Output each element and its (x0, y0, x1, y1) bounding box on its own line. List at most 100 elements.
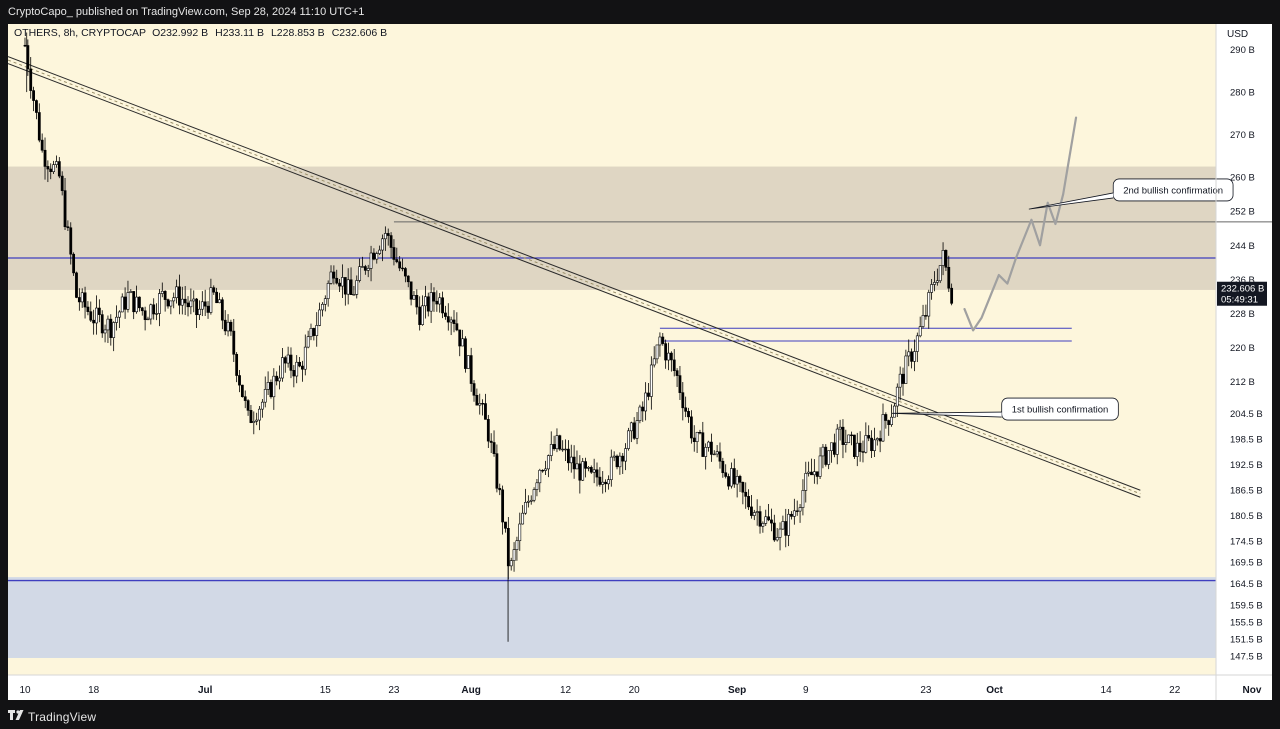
candle-body (718, 451, 722, 462)
candle-body (795, 510, 799, 512)
candle-41 (140, 306, 144, 316)
candle-body (624, 448, 628, 462)
candle-body (435, 300, 439, 305)
candle-99 (306, 330, 310, 349)
candle-body (498, 487, 502, 491)
candle-body (770, 519, 773, 524)
candle-205 (609, 449, 613, 487)
candle-276 (812, 459, 816, 484)
candle-body (847, 434, 851, 443)
candle-280 (824, 444, 828, 467)
candle-body (192, 298, 196, 302)
time-axis[interactable]: 1018Jul1523Aug1220Sep923Oct1422Nov11 (19, 685, 1272, 696)
candle-body (941, 250, 945, 266)
candle-body (383, 233, 387, 240)
candle-body (355, 280, 359, 295)
candle-body (55, 161, 58, 165)
trendline-mid (7, 59, 1141, 495)
candle-190 (566, 440, 570, 471)
candle-155 (466, 355, 470, 369)
candle-282 (830, 442, 833, 463)
candle-body (115, 316, 118, 323)
candle-128 (389, 232, 393, 259)
candle-body (398, 261, 402, 269)
footer-brand[interactable]: TradingView (28, 710, 97, 724)
candle-body (66, 226, 70, 229)
candle-body (455, 323, 459, 331)
chart-svg[interactable]: 1st bullish confirmation 2nd bullish conf… (7, 24, 1278, 700)
candle-179 (535, 479, 539, 497)
candle-body (149, 304, 153, 320)
candle-267 (787, 509, 791, 547)
candle-157 (472, 380, 476, 402)
price-axis[interactable]: 290 B 280 B 270 B 260 B 252 B 244 B 236 B 228 B… (1230, 45, 1263, 662)
candle-225 (667, 342, 670, 371)
candle-184 (549, 431, 553, 462)
candle-body (235, 353, 239, 376)
currency-label[interactable]: USD (1227, 29, 1248, 40)
candle-body (218, 299, 221, 304)
candle-223 (661, 333, 665, 346)
candle-body (52, 164, 56, 172)
candle-11 (55, 155, 58, 168)
candle-body (438, 297, 442, 305)
candle-body (318, 309, 321, 326)
candle-187 (558, 434, 562, 451)
candle-body (238, 375, 241, 386)
candle-body (798, 507, 802, 512)
x-tick-label: 20 (629, 685, 641, 696)
candle-body (240, 384, 244, 398)
candle-body (933, 282, 936, 285)
candle-51 (169, 300, 173, 315)
candle-body (878, 438, 882, 442)
candle-body (315, 325, 319, 336)
candle-301 (884, 412, 888, 429)
candle-body (255, 419, 259, 422)
candle-body (807, 471, 811, 474)
candle-body (621, 455, 625, 462)
candle-body (186, 302, 190, 308)
candle-154 (464, 336, 467, 373)
candle-body (95, 307, 98, 324)
tradingview-logo-icon[interactable] (8, 710, 26, 722)
candle-body (812, 471, 816, 476)
chart-area[interactable]: 1st bullish confirmation 2nd bullish conf… (7, 24, 1278, 700)
x-tick-label: 15 (320, 685, 332, 696)
candle-40 (138, 296, 141, 312)
candle-271 (798, 504, 802, 523)
candle-281 (827, 450, 831, 470)
candle-body (109, 318, 113, 338)
candle-104 (321, 302, 324, 317)
candle-17 (72, 252, 76, 276)
candle-body (752, 512, 756, 516)
candle-body (549, 444, 553, 456)
candle-body (741, 482, 745, 493)
candle-126 (383, 226, 387, 251)
candle-body (827, 450, 831, 465)
candle-body (458, 329, 462, 347)
candle-25 (95, 295, 98, 335)
candle-body (561, 448, 565, 451)
candle-102 (315, 312, 319, 347)
y-tick-label: 236 B (1230, 275, 1255, 286)
candle-body (472, 383, 476, 396)
x-tick-label: Jul (198, 685, 213, 696)
candle-body (269, 382, 273, 398)
candle-body (852, 434, 856, 457)
candle-61 (198, 300, 201, 321)
candle-55 (180, 286, 184, 315)
candle-body (775, 537, 779, 541)
candle-297 (873, 427, 876, 457)
candle-95 (295, 355, 299, 384)
candle-body (298, 361, 301, 367)
candle-body (910, 351, 914, 362)
candle-54 (178, 274, 181, 315)
candle-body (861, 451, 865, 453)
candle-body (555, 435, 559, 450)
annotation-box (1001, 397, 1119, 421)
candle-129 (392, 239, 396, 266)
candle-body (675, 370, 679, 376)
candle-body (83, 292, 87, 308)
candle-body (135, 296, 138, 313)
candle-245 (724, 464, 728, 479)
